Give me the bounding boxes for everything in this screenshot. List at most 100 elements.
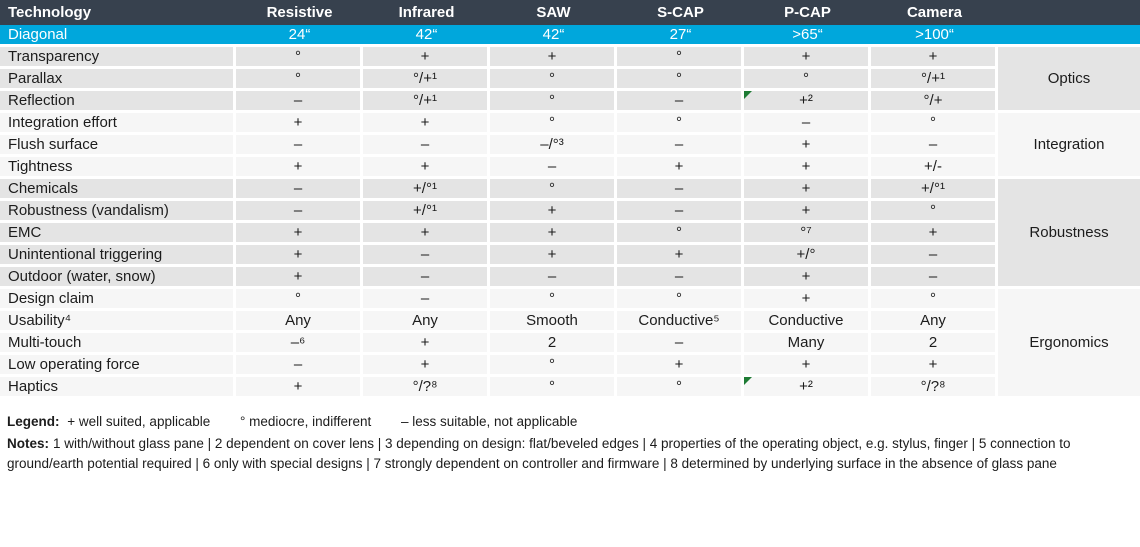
table-row: Integration effort + + ° ° – ° Integration xyxy=(0,113,1140,179)
row-label: Low operating force xyxy=(0,355,236,377)
table-row: Usability⁴ Any Any Smooth Conductive⁵ Conduct… xyxy=(0,311,1140,333)
table-cell: Many xyxy=(744,333,871,355)
table-cell: – xyxy=(617,267,744,289)
table-cell: +² xyxy=(744,91,871,113)
column-header: Resistive xyxy=(236,0,363,25)
table-cell: °/?⁸ xyxy=(871,377,998,399)
table-cell: + xyxy=(744,179,871,201)
table-cell: + xyxy=(617,157,744,179)
table-cell: ° xyxy=(490,377,617,399)
table-row: Chemicals – +/°¹ ° – + +/°¹ Robustness xyxy=(0,179,1140,289)
technology-comparison-table: Technology Resistive Infrared SAW S-CAP P-CAP… xyxy=(0,0,1140,399)
diagonal-value: 42“ xyxy=(490,25,617,47)
table-row: Multi-touch –⁶ +2– Many 2 xyxy=(0,333,1140,355)
table-cell: – xyxy=(236,135,363,157)
header-row: Technology Resistive Infrared SAW S-CAP P-CAP… xyxy=(0,0,1140,25)
table-cell: ° xyxy=(871,201,998,223)
table-cell: + xyxy=(744,289,871,311)
table-row: Transparency ° + + ° + + Optics xyxy=(0,47,1140,113)
table-cell: – xyxy=(490,267,617,289)
notes: Notes: 1 with/without glass pane | 2 depe… xyxy=(7,434,1092,474)
table-row: Parallax ° °/+¹ ° ° ° °/+¹ xyxy=(0,69,1140,91)
header-technology: Technology xyxy=(0,0,236,25)
table-cell: +/°¹ xyxy=(363,179,490,201)
table-cell: – xyxy=(617,333,744,355)
column-header: S-CAP xyxy=(617,0,744,25)
page: Technology Resistive Infrared SAW S-CAP P-CAP… xyxy=(0,0,1140,474)
row-label: Transparency xyxy=(0,47,236,69)
table-cell: + xyxy=(236,377,363,399)
table-cell: – xyxy=(871,135,998,157)
diagonal-value: 27“ xyxy=(617,25,744,47)
table-body: Diagonal 24“ 42“ 42“ 27“ >65“ >100“ Transparenc… xyxy=(0,25,1140,399)
table-row: Tightness + + – + + +/- xyxy=(0,157,1140,179)
table-cell: + xyxy=(617,355,744,377)
table-cell: +² xyxy=(744,377,871,399)
table-cell: ° xyxy=(617,377,744,399)
table-cell: Conductive⁵ xyxy=(617,311,744,333)
table-cell: Smooth xyxy=(490,311,617,333)
category-label: Optics xyxy=(998,47,1140,113)
table-cell: ° xyxy=(236,289,363,311)
table-row: Design claim ° – ° ° + ° Ergonomics xyxy=(0,289,1140,399)
row-label: Haptics xyxy=(0,377,236,399)
table-row: Flush surface – – –/°³ – + – xyxy=(0,135,1140,157)
table-cell: 2 xyxy=(490,333,617,355)
table-cell: Conductive xyxy=(744,311,871,333)
table-cell: ° xyxy=(617,69,744,91)
table-cell: ° xyxy=(490,69,617,91)
table-cell: ° xyxy=(490,113,617,135)
legend: Legend: + well suited, applicable ° medi… xyxy=(7,412,1140,432)
row-label: Tightness xyxy=(0,157,236,179)
diagonal-row: Diagonal 24“ 42“ 42“ 27“ >65“ >100“ xyxy=(0,25,1140,47)
diagonal-group-filler xyxy=(998,25,1140,47)
table-cell: + xyxy=(871,355,998,377)
diagonal-value: >65“ xyxy=(744,25,871,47)
table-cell: + xyxy=(744,157,871,179)
table-cell: 2 xyxy=(871,333,998,355)
table-cell: + xyxy=(363,223,490,245)
table-cell: – xyxy=(617,135,744,157)
table-cell: + xyxy=(363,113,490,135)
table-cell: Any xyxy=(236,311,363,333)
row-label: Diagonal xyxy=(0,25,236,47)
table-cell: – xyxy=(744,113,871,135)
category-label: Robustness xyxy=(998,179,1140,289)
table-cell: + xyxy=(744,135,871,157)
table-cell: + xyxy=(871,223,998,245)
table-cell: °/?⁸ xyxy=(363,377,490,399)
diagonal-value: >100“ xyxy=(871,25,998,47)
row-label: Outdoor (water, snow) xyxy=(0,267,236,289)
table-cell: +/- xyxy=(871,157,998,179)
table-cell: ° xyxy=(744,69,871,91)
table-cell: + xyxy=(490,47,617,69)
table-row: EMC + + + ° °⁷ + xyxy=(0,223,1140,245)
row-label: Usability⁴ xyxy=(0,311,236,333)
table-cell: – xyxy=(617,179,744,201)
table-cell: + xyxy=(363,47,490,69)
table-row: Reflection – °/+¹ ° – +² °/+ xyxy=(0,91,1140,113)
comment-marker-icon xyxy=(744,377,752,385)
table-row: Unintentional triggering + – + + +/° – xyxy=(0,245,1140,267)
legend-title: Legend: xyxy=(7,414,60,429)
row-label: Robustness (vandalism) xyxy=(0,201,236,223)
table-cell: + xyxy=(744,47,871,69)
table-cell: – xyxy=(363,267,490,289)
table-row: Outdoor (water, snow) + – – – + – xyxy=(0,267,1140,289)
table-cell: + xyxy=(363,157,490,179)
table-cell: –/°³ xyxy=(490,135,617,157)
row-label: Multi-touch xyxy=(0,333,236,355)
table-cell: °/+¹ xyxy=(871,69,998,91)
row-label: Chemicals xyxy=(0,179,236,201)
group-column-header xyxy=(998,0,1140,25)
table-cell: ° xyxy=(490,289,617,311)
table-cell: – xyxy=(236,91,363,113)
table-cell: °/+¹ xyxy=(363,91,490,113)
row-label: Unintentional triggering xyxy=(0,245,236,267)
table-cell: + xyxy=(744,267,871,289)
legend-item-less-suitable: – less suitable, not applicable xyxy=(400,414,578,429)
row-label: Design claim xyxy=(0,289,236,311)
table-cell: + xyxy=(490,201,617,223)
table-cell: + xyxy=(363,333,490,355)
table-cell: +/°¹ xyxy=(871,179,998,201)
